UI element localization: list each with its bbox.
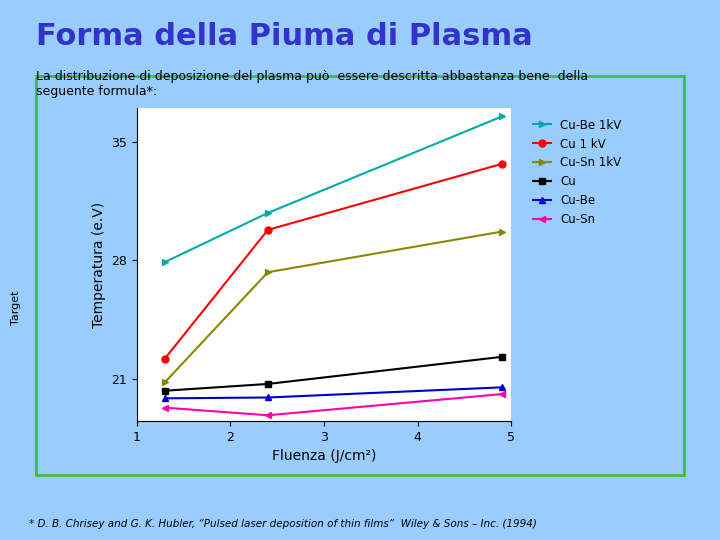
Text: * D. B. Chrisey and G. K. Hubler, “Pulsed laser deposition of thin films”  Wiley: * D. B. Chrisey and G. K. Hubler, “Pulse… bbox=[29, 519, 536, 529]
Text: Forma della Piuma di Plasma: Forma della Piuma di Plasma bbox=[36, 22, 533, 51]
X-axis label: Fluenza (J/cm²): Fluenza (J/cm²) bbox=[272, 449, 376, 463]
Y-axis label: Temperatura (e.V): Temperatura (e.V) bbox=[91, 201, 106, 328]
Text: La distribuzione di deposizione del plasma può  essere descritta abbastanza bene: La distribuzione di deposizione del plas… bbox=[36, 70, 588, 98]
Text: Target: Target bbox=[11, 291, 21, 325]
Legend: Cu-Be 1kV, Cu 1 kV, Cu-Sn 1kV, Cu, Cu-Be, Cu-Sn: Cu-Be 1kV, Cu 1 kV, Cu-Sn 1kV, Cu, Cu-Be… bbox=[528, 114, 626, 231]
